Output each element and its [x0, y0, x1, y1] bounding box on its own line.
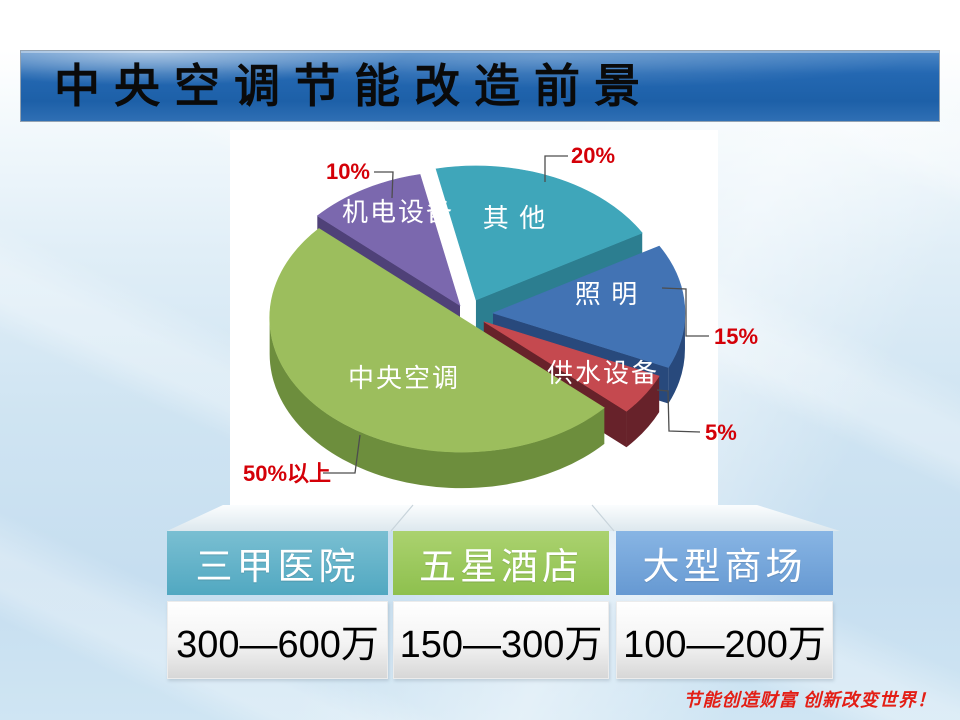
table-value-hotel: 150—300万: [393, 601, 609, 679]
pie-callout-value: 50%以上: [243, 461, 331, 486]
table-header-mall: 大型商场: [616, 531, 833, 595]
pie-callout-value: 10%: [326, 159, 370, 184]
pie-slice-rim-wall: [626, 376, 660, 448]
pie-slice-top: [269, 228, 605, 453]
table-3d-seam-right: [591, 504, 615, 532]
pie-slice-top: [492, 245, 686, 368]
slogan: 节能创造财富 创新改变世界！: [683, 690, 936, 710]
pie-callout-line: [656, 389, 701, 433]
title-banner: 中央空调节能改造前景: [20, 50, 940, 122]
table-value-mall: 100—200万: [616, 601, 833, 679]
pie-callout-value: 20%: [571, 143, 615, 168]
pie-callout-value: 5%: [705, 420, 737, 445]
pie-callout-line: [323, 434, 361, 474]
table-3d-seam-left: [390, 504, 414, 532]
pie-slice-label: 其 他: [483, 204, 548, 233]
pie-slice-label: 供水设备: [547, 359, 659, 388]
pie-slice-label: 机电设备: [342, 198, 454, 227]
pie-chart: 其 他 20% 照 明 15% 供水设备 5% 中央空调 50%以上 机电设备 10%: [243, 143, 758, 489]
table-header-hospital: 三甲医院: [167, 531, 388, 595]
pie-callout-line: [374, 171, 394, 199]
pie-slice-rim-wall: [269, 318, 605, 489]
table-3d-top-face: [167, 505, 840, 531]
pie-slice-top: [316, 174, 461, 307]
pie-slice-group-3: [269, 228, 605, 489]
pie-callout-line: [661, 287, 709, 337]
pie-slice-label: 中央空调: [348, 364, 460, 393]
page-title: 中央空调节能改造前景: [54, 60, 654, 112]
pie-slice-top: [435, 165, 643, 301]
pie-callout-line: [544, 155, 568, 182]
table-3d-top: [167, 504, 840, 532]
table-value-hospital: 300—600万: [167, 601, 388, 679]
pie-slice-top: [483, 321, 660, 412]
table-header-hotel: 五星酒店: [393, 531, 609, 595]
pie-slice-label: 照 明: [575, 280, 640, 309]
pie-slice-rim-wall: [668, 313, 685, 404]
pie-callout-value: 15%: [714, 324, 758, 349]
